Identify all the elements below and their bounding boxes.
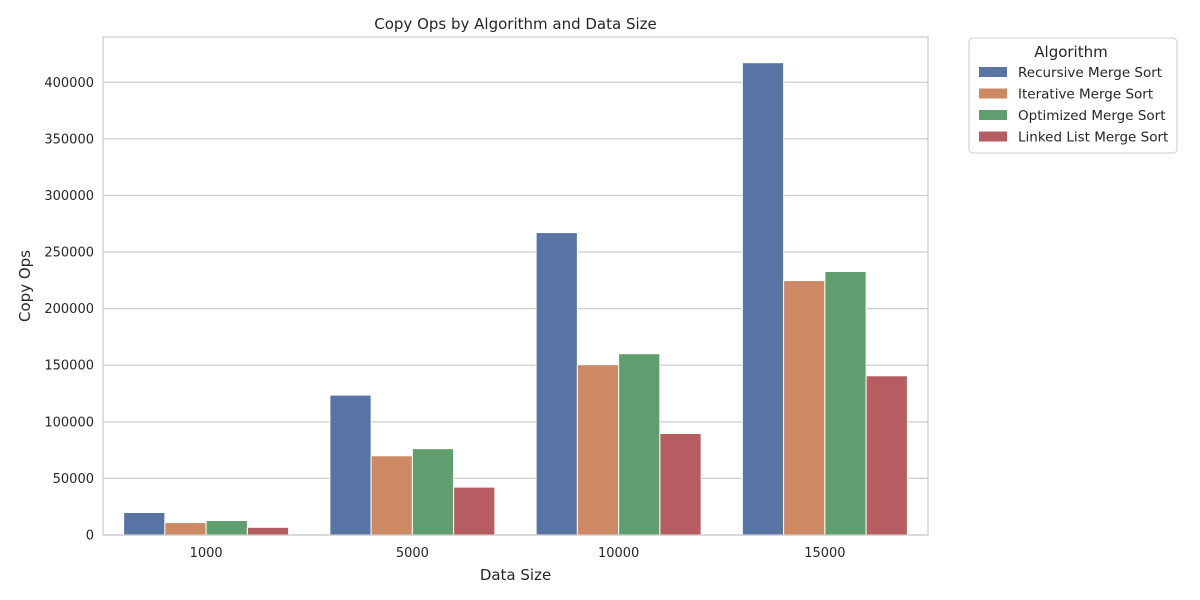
x-axis-ticks: 1000 5000 10000 15000	[190, 546, 846, 561]
plot-frame	[102, 36, 929, 536]
bar-optimized-merge-sort-1000	[205, 520, 248, 536]
bar-recursive-merge-sort-10000	[535, 232, 578, 536]
y-tick-label: 300000	[44, 189, 94, 204]
bar-recursive-merge-sort-15000	[741, 62, 785, 536]
legend-items: Recursive Merge Sort Iterative Merge Sort…	[979, 65, 1168, 146]
bar-optimized-merge-sort-15000	[824, 271, 867, 536]
y-tick-label: 250000	[44, 246, 94, 261]
y-tick-label: 50000	[53, 472, 94, 487]
legend-label: Linked List Merge Sort	[1018, 130, 1168, 146]
legend-label: Recursive Merge Sort	[1018, 65, 1162, 81]
x-tick-label: 10000	[598, 546, 639, 561]
legend: Algorithm Recursive Merge Sort Iterative …	[968, 37, 1178, 154]
legend-box	[968, 37, 1178, 154]
y-tick-label: 350000	[44, 132, 94, 147]
y-axis-title: Copy Ops	[16, 250, 34, 322]
bars	[123, 62, 908, 536]
bar-linked-list-merge-sort-1000	[246, 526, 290, 536]
legend-swatch	[979, 110, 1007, 120]
legend-label: Optimized Merge Sort	[1018, 108, 1166, 124]
x-tick-label: 1000	[190, 546, 223, 561]
legend-label: Iterative Merge Sort	[1018, 87, 1153, 103]
bar-linked-list-merge-sort-15000	[865, 375, 908, 536]
y-tick-label: 150000	[44, 359, 94, 374]
bar-recursive-merge-sort-1000	[123, 511, 166, 536]
bar-iterative-merge-sort-5000	[370, 455, 413, 536]
bar-recursive-merge-sort-5000	[329, 394, 372, 536]
x-tick-label: 15000	[804, 546, 845, 561]
legend-swatch	[979, 131, 1007, 142]
x-tick-label: 5000	[396, 546, 429, 561]
chart-title: Copy Ops by Algorithm and Data Size	[374, 15, 657, 33]
legend-title: Algorithm	[1034, 43, 1107, 61]
x-axis-title: Data Size	[480, 566, 551, 584]
y-tick-label: 400000	[44, 76, 94, 91]
y-axis-ticks: 0 50000 100000 150000 200000 250000 300000 3500…	[44, 76, 94, 544]
bar-linked-list-merge-sort-10000	[659, 432, 702, 536]
bar-iterative-merge-sort-10000	[576, 364, 620, 536]
bar-optimized-merge-sort-5000	[411, 448, 455, 536]
gridlines	[103, 81, 928, 536]
bar-optimized-merge-sort-10000	[618, 353, 661, 536]
legend-swatch	[979, 88, 1007, 99]
y-tick-label: 200000	[44, 302, 94, 317]
bar-linked-list-merge-sort-5000	[453, 486, 496, 536]
y-tick-label: 0	[86, 529, 94, 544]
y-tick-label: 100000	[44, 415, 94, 430]
bar-iterative-merge-sort-15000	[783, 280, 826, 536]
legend-swatch	[979, 67, 1007, 77]
bar-iterative-merge-sort-1000	[164, 522, 207, 536]
